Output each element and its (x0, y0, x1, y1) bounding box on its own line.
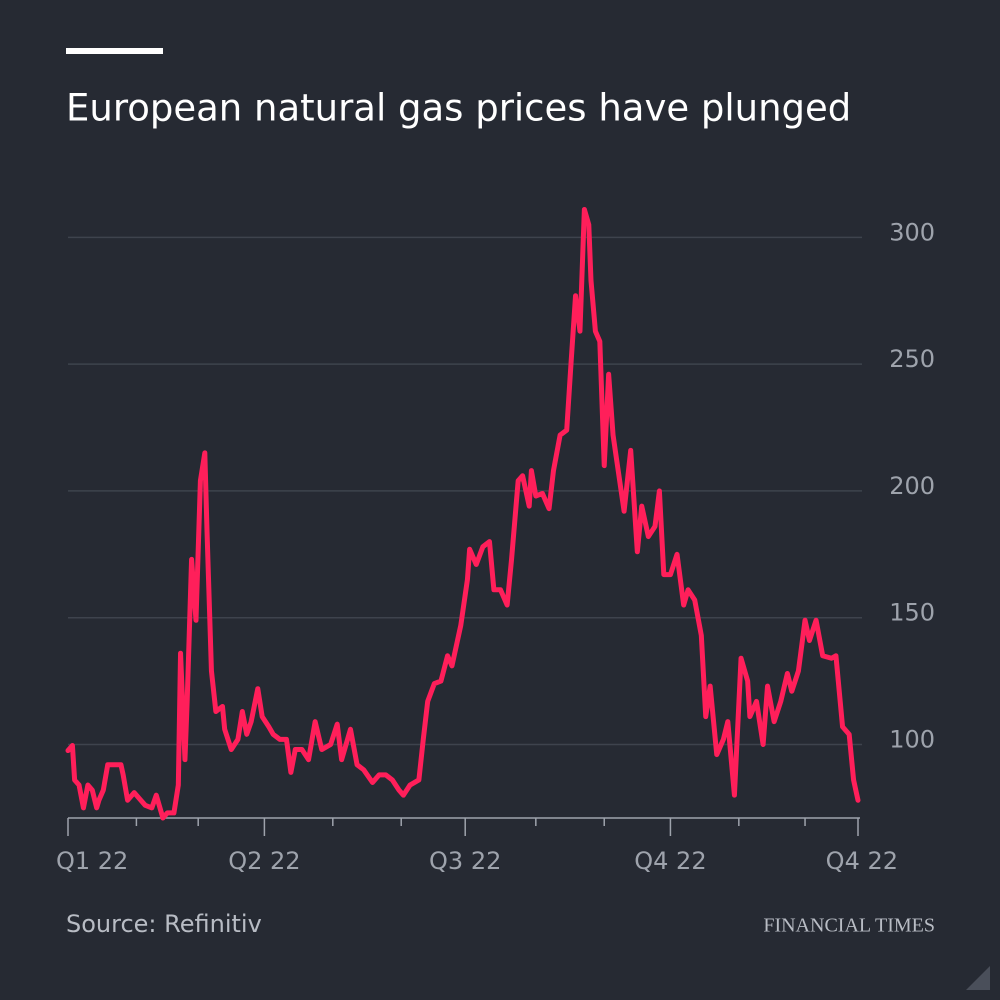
chart-title: European natural gas prices have plunged (66, 87, 851, 130)
line-series (65, 206, 861, 821)
x-tick-label: Q4 22 (826, 847, 898, 875)
source: Source: Refinitiv (66, 910, 262, 938)
y-tick-label: 250 (889, 345, 935, 373)
x-tick-label: Q4 22 (634, 847, 706, 875)
x-tick-label: Q2 22 (228, 847, 300, 875)
y-tick-label: 150 (889, 599, 935, 627)
brand: FINANCIAL TIMES (763, 915, 935, 937)
y-tick-label: 100 (889, 725, 935, 753)
title-bar (66, 48, 163, 54)
y-tick-label: 200 (889, 472, 935, 500)
x-tick-label: Q3 22 (429, 847, 501, 875)
y-tick-label: 300 (889, 218, 935, 246)
corner-icon (966, 966, 990, 990)
x-tick-label: Q1 22 (56, 847, 128, 875)
